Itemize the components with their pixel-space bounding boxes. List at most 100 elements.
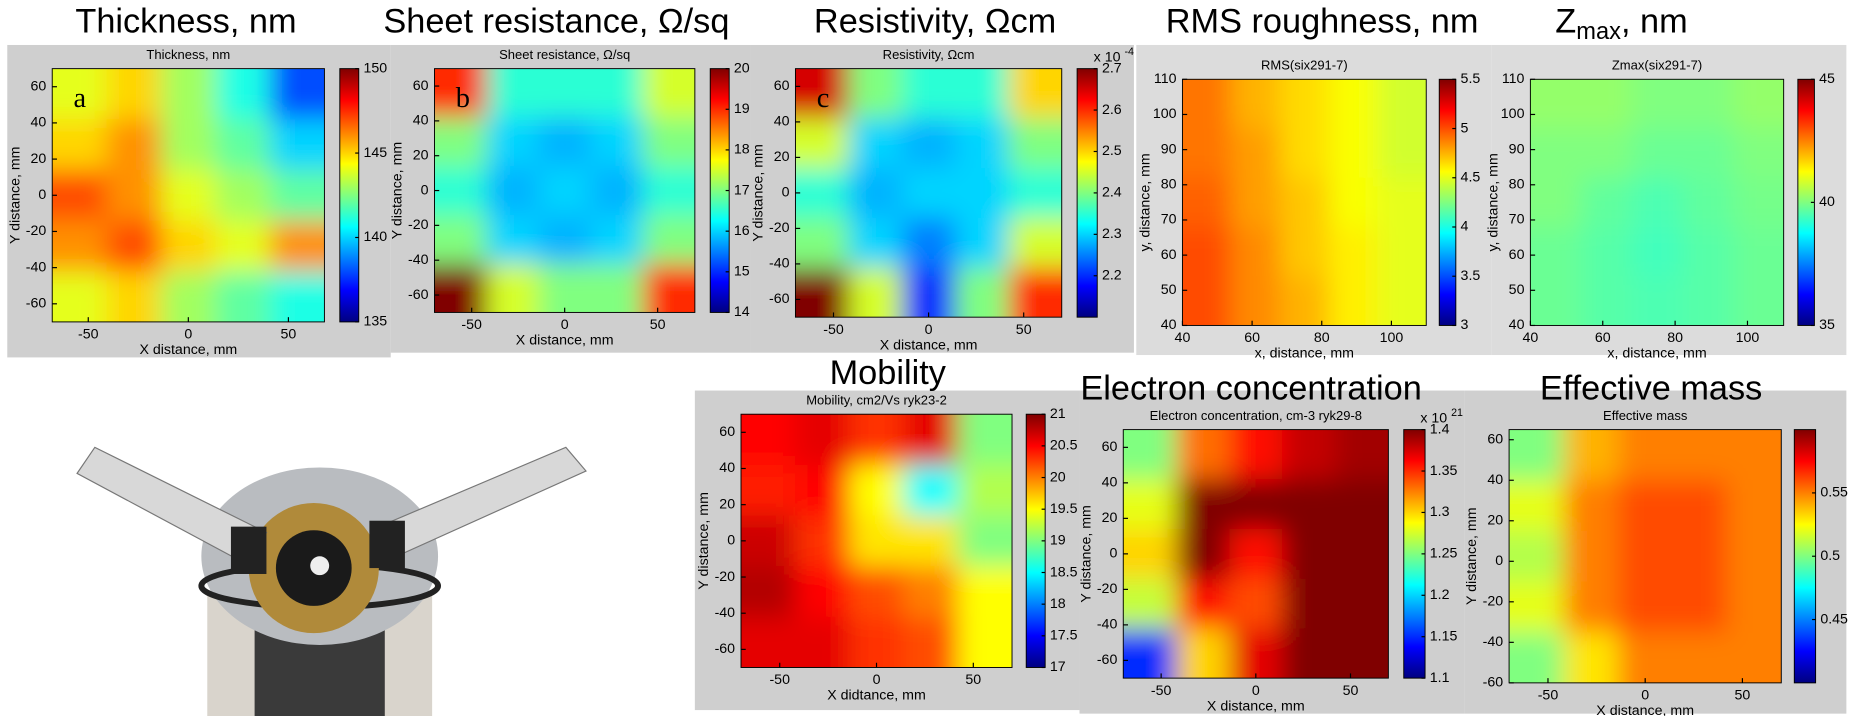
heatmap-cell	[1280, 178, 1330, 228]
heatmap-blur	[17, 33, 361, 358]
y-tick-label: -20	[715, 569, 736, 585]
heatmap-cell	[1231, 129, 1281, 179]
colorbar-tick-label: 150	[363, 60, 387, 76]
heatmap-cell	[849, 566, 904, 618]
x-tick-label: -50	[823, 322, 844, 338]
panel-letter: b	[456, 83, 470, 114]
heatmap-blur	[399, 33, 732, 349]
heatmap-cell	[849, 118, 903, 169]
x-axis-label: X distance, mm	[1207, 698, 1305, 714]
heatmap-cell	[1682, 178, 1734, 228]
y-tick-label: 0	[38, 187, 46, 203]
heatmap-cells	[706, 379, 1049, 704]
x-tick-label: 100	[1380, 330, 1404, 346]
y-axis-label: Y distance, mm	[1078, 505, 1094, 603]
instrument-photo	[77, 447, 586, 716]
heatmap-cell	[216, 170, 272, 222]
heatmap-cell	[1564, 531, 1620, 583]
y-tick-label: 70	[1161, 212, 1177, 228]
x-tick-label: -50	[78, 327, 99, 343]
panel-letter: a	[74, 83, 87, 114]
y-tick-label: 100	[1501, 106, 1525, 122]
colorbar-tick-label: 35	[1819, 317, 1835, 333]
x-axis-label: x, distance, mm	[1255, 346, 1354, 362]
heatmap-blur	[1474, 394, 1818, 716]
heatmap-cell	[1672, 582, 1728, 634]
heatmap-cell	[1581, 129, 1633, 179]
heatmap-cell	[539, 215, 592, 265]
y-tick-label: 40	[774, 114, 790, 130]
heatmap-cell	[1564, 480, 1620, 532]
y-tick-label: 60	[1161, 247, 1177, 263]
heatmap-cells	[760, 33, 1098, 354]
colorbar-tick-label: 18	[734, 142, 750, 158]
x-tick-label: 80	[1314, 330, 1330, 346]
x-tick-label: 0	[561, 317, 569, 333]
colorbar-tick-label: 17.5	[1050, 628, 1078, 644]
heatmap-cell	[904, 516, 959, 568]
heatmap-cell	[216, 221, 272, 273]
heatmap-cell	[1618, 582, 1674, 634]
colorbar-tick-label: 4.5	[1461, 170, 1481, 186]
panel-heading: Mobility	[830, 354, 947, 392]
colorbar	[340, 69, 359, 322]
colorbar-tick-label: 16	[734, 223, 750, 239]
heatmap-cell	[487, 166, 540, 216]
x-axis-label: X distance, mm	[516, 333, 614, 349]
y-tick-label: 60	[31, 78, 47, 94]
x-tick-label: 0	[1252, 683, 1260, 699]
heatmap-cell	[1329, 178, 1379, 228]
y-tick-label: -40	[715, 605, 736, 621]
colorbar-tick-label: 18.5	[1050, 564, 1078, 580]
y-tick-label: -40	[1483, 634, 1504, 650]
y-tick-label: 40	[1487, 472, 1503, 488]
plot-title: Resistivity, Ωcm	[883, 47, 975, 62]
heatmap-cell	[1282, 479, 1336, 530]
y-tick-label: 0	[421, 182, 429, 198]
x-tick-label: 50	[1343, 683, 1359, 699]
y-tick-label: -60	[26, 296, 47, 312]
y-tick-label: 60	[719, 424, 735, 440]
colorbar-tick-label: 1.15	[1430, 628, 1458, 644]
colorbar-tick-label: 18	[1050, 596, 1066, 612]
y-tick-label: 40	[1102, 475, 1118, 491]
heatmap-cell	[107, 119, 163, 171]
x-tick-label: 0	[1641, 688, 1649, 704]
heatmap-cell	[1229, 479, 1283, 530]
heatmap-cell	[849, 516, 904, 568]
heatmap-cell	[1329, 129, 1379, 179]
heatmap-cell	[902, 118, 956, 169]
colorbar	[1439, 79, 1456, 325]
heatmap-cell	[795, 566, 850, 618]
heatmap-cell	[1282, 579, 1336, 630]
heatmap-cell	[591, 215, 644, 265]
colorbar-tick-label: 1.2	[1430, 587, 1450, 603]
y-axis-label: Y distance, mm	[1464, 507, 1480, 605]
y-tick-label: 40	[719, 460, 735, 476]
heading-text: Thickness, nm	[75, 3, 296, 41]
y-axis-label: Y distance, mm	[696, 492, 712, 590]
y-tick-label: 50	[1509, 282, 1525, 298]
y-tick-label: -60	[769, 291, 790, 307]
heatmap-cell	[955, 168, 1009, 219]
heatmap-panel: Effective massEffective mass-50050-60-40…	[1464, 370, 1848, 716]
heatmap-cell	[1280, 227, 1330, 277]
colorbar-tick-label: 2.4	[1102, 185, 1122, 201]
heatmap-cell	[1231, 178, 1281, 228]
heatmap-cell	[849, 465, 904, 517]
y-tick-label: 60	[1487, 431, 1503, 447]
x-tick-label: 50	[965, 672, 981, 688]
heatmap-cell	[1280, 129, 1330, 179]
heatmap-cell	[1229, 529, 1283, 580]
head-left	[231, 527, 267, 574]
heading-subscript: max	[1576, 19, 1621, 45]
y-tick-label: -40	[408, 252, 429, 268]
colorbar-tick-label: 0.55	[1820, 485, 1848, 501]
heatmap-cell	[487, 117, 540, 167]
heatmap-cell	[1229, 579, 1283, 630]
colorbar-tick-label: 4	[1461, 219, 1469, 235]
heatmap-cells	[399, 33, 732, 349]
heatmap-panel: Resistivity, ΩcmResistivity, Ωcmc-50050-…	[750, 3, 1134, 354]
colorbar-scale-exponent: 21	[1451, 407, 1463, 419]
x-tick-label: 0	[925, 322, 933, 338]
